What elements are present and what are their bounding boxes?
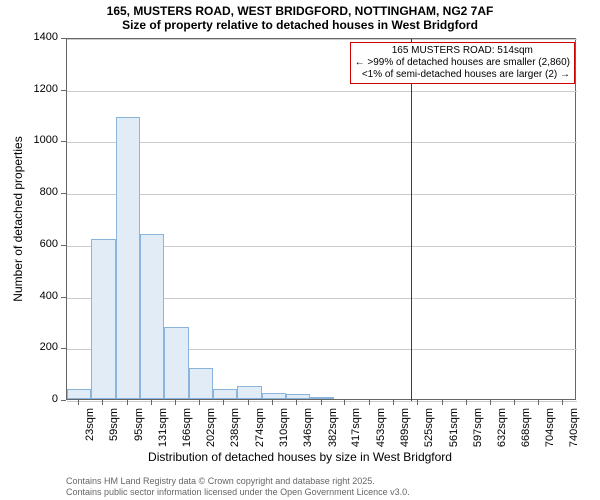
xtick-mark — [296, 400, 297, 405]
xtick-label: 95sqm — [133, 408, 145, 458]
xtick-mark — [369, 400, 370, 405]
footer-attribution: Contains HM Land Registry data © Crown c… — [66, 476, 410, 498]
xtick-label: 310sqm — [278, 408, 290, 458]
histogram-bar — [164, 327, 188, 399]
xtick-mark — [78, 400, 79, 405]
xtick-label: 668sqm — [520, 408, 532, 458]
xtick-mark — [393, 400, 394, 405]
ytick-mark — [61, 400, 66, 401]
xtick-mark — [175, 400, 176, 405]
xtick-label: 59sqm — [108, 408, 120, 458]
gridline-h — [67, 39, 577, 40]
property-marker-line — [411, 39, 412, 401]
gridline-h — [67, 401, 577, 402]
xtick-mark — [102, 400, 103, 405]
xtick-mark — [223, 400, 224, 405]
chart-title-block: 165, MUSTERS ROAD, WEST BRIDGFORD, NOTTI… — [0, 0, 600, 32]
xtick-label: 561sqm — [448, 408, 460, 458]
xtick-label: 597sqm — [472, 408, 484, 458]
ytick-label: 0 — [24, 393, 58, 405]
xtick-mark — [562, 400, 563, 405]
histogram-bar — [286, 394, 310, 399]
xtick-label: 417sqm — [350, 408, 362, 458]
xtick-label: 166sqm — [181, 408, 193, 458]
ytick-mark — [61, 193, 66, 194]
xtick-mark — [466, 400, 467, 405]
xtick-label: 382sqm — [327, 408, 339, 458]
chart-container: { "titles": { "line1": "165, MUSTERS ROA… — [0, 0, 600, 500]
histogram-bar — [262, 393, 286, 399]
ytick-label: 1200 — [24, 83, 58, 95]
histogram-bar — [91, 239, 115, 399]
annotation-line1: 165 MUSTERS ROAD: 514sqm — [355, 45, 570, 57]
histogram-bar — [213, 389, 237, 399]
xtick-mark — [514, 400, 515, 405]
ytick-label: 1400 — [24, 31, 58, 43]
xtick-mark — [151, 400, 152, 405]
histogram-bar — [237, 386, 261, 399]
gridline-h — [67, 142, 577, 143]
footer-line2: Contains public sector information licen… — [66, 487, 410, 498]
ytick-label: 800 — [24, 186, 58, 198]
gridline-h — [67, 91, 577, 92]
xtick-label: 238sqm — [229, 408, 241, 458]
ytick-mark — [61, 245, 66, 246]
ytick-mark — [61, 38, 66, 39]
ytick-label: 600 — [24, 238, 58, 250]
xtick-mark — [344, 400, 345, 405]
title-description: Size of property relative to detached ho… — [0, 18, 600, 32]
ytick-label: 200 — [24, 341, 58, 353]
xtick-label: 632sqm — [496, 408, 508, 458]
ytick-mark — [61, 90, 66, 91]
xtick-label: 131sqm — [157, 408, 169, 458]
title-address: 165, MUSTERS ROAD, WEST BRIDGFORD, NOTTI… — [0, 4, 600, 18]
histogram-bar — [140, 234, 164, 399]
xtick-label: 453sqm — [375, 408, 387, 458]
plot-area: 165 MUSTERS ROAD: 514sqm← >99% of detach… — [66, 38, 576, 400]
ytick-mark — [61, 297, 66, 298]
xtick-mark — [442, 400, 443, 405]
xtick-label: 525sqm — [423, 408, 435, 458]
ytick-label: 1000 — [24, 134, 58, 146]
y-axis-label: Number of detached properties — [11, 129, 25, 309]
annotation-line2: ← >99% of detached houses are smaller (2… — [355, 57, 570, 69]
xtick-label: 202sqm — [205, 408, 217, 458]
xtick-mark — [417, 400, 418, 405]
annotation-line3: <1% of semi-detached houses are larger (… — [355, 69, 570, 81]
ytick-mark — [61, 348, 66, 349]
histogram-bar — [67, 389, 91, 399]
xtick-mark — [538, 400, 539, 405]
ytick-mark — [61, 141, 66, 142]
xtick-mark — [490, 400, 491, 405]
xtick-label: 23sqm — [84, 408, 96, 458]
gridline-h — [67, 194, 577, 195]
xtick-label: 740sqm — [568, 408, 580, 458]
xtick-label: 704sqm — [544, 408, 556, 458]
xtick-mark — [199, 400, 200, 405]
histogram-bar — [310, 397, 334, 399]
xtick-label: 274sqm — [254, 408, 266, 458]
ytick-label: 400 — [24, 290, 58, 302]
xtick-mark — [272, 400, 273, 405]
xtick-mark — [248, 400, 249, 405]
annotation-box: 165 MUSTERS ROAD: 514sqm← >99% of detach… — [350, 42, 575, 84]
xtick-mark — [127, 400, 128, 405]
xtick-label: 346sqm — [302, 408, 314, 458]
histogram-bar — [116, 117, 140, 399]
histogram-bar — [189, 368, 213, 399]
xtick-mark — [321, 400, 322, 405]
xtick-label: 489sqm — [399, 408, 411, 458]
footer-line1: Contains HM Land Registry data © Crown c… — [66, 476, 410, 487]
